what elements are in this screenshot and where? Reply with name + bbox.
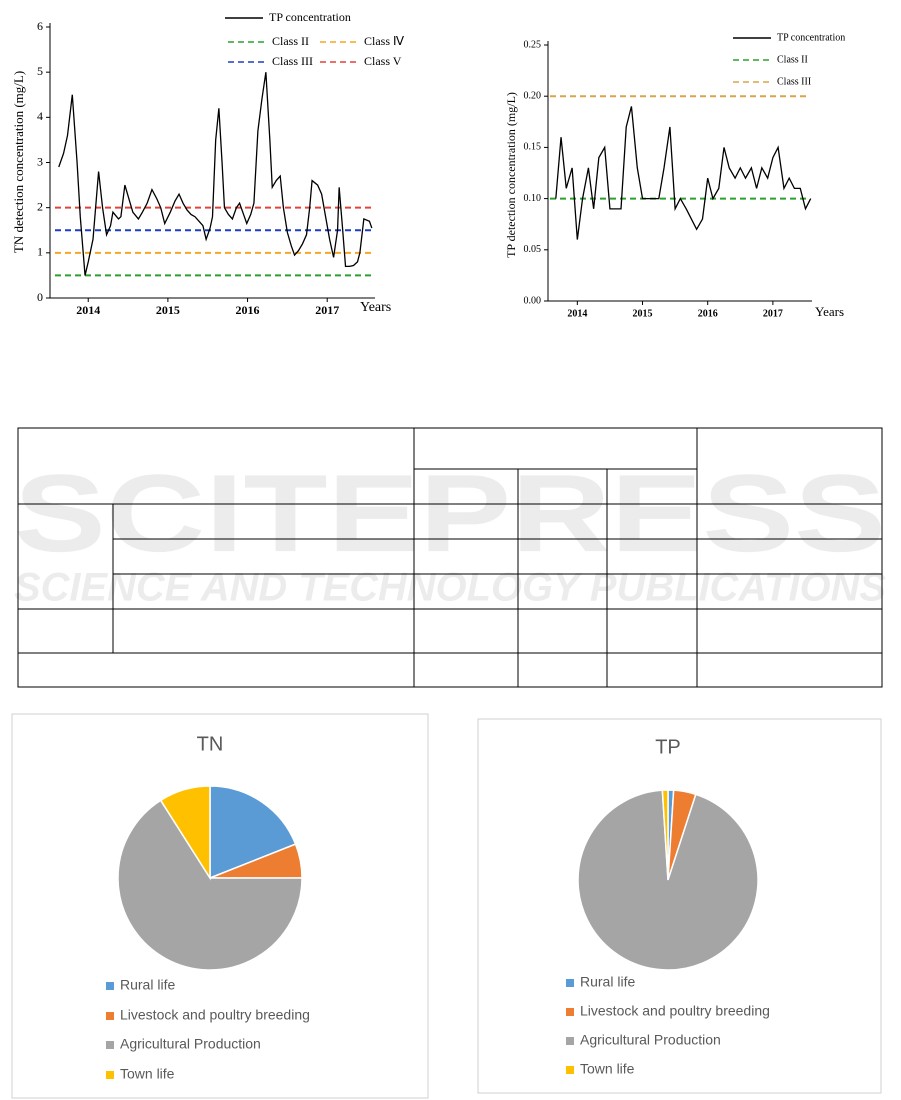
legend-swatch <box>566 1066 574 1074</box>
line-chart: 0.00 0.05 0.10 0.15 0.20 0.25 2014 2015 2016 2017… <box>504 32 845 319</box>
chart-title: TP <box>655 736 681 758</box>
line-chart: 0 1 2 3 4 5 6 2014 2015 2016 2017 TN detection conc… <box>11 10 404 317</box>
legend-label: Rural life <box>580 974 635 990</box>
legend-swatch <box>106 982 114 990</box>
watermark-subtitle: SCIENCE AND TECHNOLOGY PUBLICATIONS <box>14 566 886 610</box>
pie-chart: TN Rural life Livestock and poultry breedi… <box>106 733 310 1082</box>
x-axis-label: Years <box>360 300 391 315</box>
legend-swatch <box>566 979 574 987</box>
legend-label: Agricultural Production <box>580 1032 721 1048</box>
y-tick-label: 5 <box>37 64 43 78</box>
x-tick-label: 2017 <box>763 308 783 319</box>
legend-label: Livestock and poultry breeding <box>120 1007 310 1023</box>
y-axis-label: TP detection concentration (mg/L) <box>504 92 518 258</box>
legend-label: Agricultural Production <box>120 1036 261 1052</box>
legend-label: Town life <box>580 1061 635 1077</box>
x-tick-label: 2016 <box>698 308 718 319</box>
x-tick-label: 2014 <box>76 303 100 317</box>
x-tick-label: 2014 <box>567 308 587 319</box>
pie-slice <box>577 789 759 971</box>
pie-slice <box>209 785 297 880</box>
data-line <box>555 106 812 240</box>
y-tick-label: 4 <box>37 109 43 123</box>
x-tick-label: 2015 <box>156 303 180 317</box>
x-axis-label: Years <box>815 304 844 319</box>
y-axis-label: TN detection concentration (mg/L) <box>11 71 26 253</box>
pie-slice <box>661 789 669 881</box>
table <box>17 427 883 688</box>
x-tick-label: 2015 <box>633 308 653 319</box>
y-tick-label: 2 <box>37 199 43 213</box>
y-tick-label: 0 <box>37 290 43 304</box>
legend-label: Town life <box>120 1066 175 1082</box>
legend-label: TP concentration <box>777 32 845 43</box>
legend-label: Class II <box>272 34 309 48</box>
legend-label: Class Ⅳ <box>364 34 404 48</box>
chart-title: TN <box>197 733 224 755</box>
legend-swatch <box>106 1012 114 1020</box>
legend-swatch <box>106 1041 114 1049</box>
y-tick-label: 0.15 <box>524 142 542 153</box>
x-tick-label: 2016 <box>236 303 260 317</box>
legend-label: Class II <box>777 54 808 65</box>
legend-swatch <box>566 1037 574 1045</box>
data-line <box>58 72 373 276</box>
x-tick-label: 2017 <box>315 303 339 317</box>
legend-label: Livestock and poultry breeding <box>580 1003 770 1019</box>
y-tick-label: 1 <box>37 245 43 259</box>
y-tick-label: 0.05 <box>524 244 542 255</box>
legend-label: TP concentration <box>269 10 351 24</box>
y-tick-label: 0.10 <box>524 193 542 204</box>
legend-label: Rural life <box>120 977 175 993</box>
legend-label: Class III <box>272 54 313 68</box>
legend-swatch <box>106 1071 114 1079</box>
legend-label: Class V <box>364 54 402 68</box>
watermark-title: SCITEPRESS <box>14 452 886 575</box>
pie-chart: TP Rural life Livestock and poultry breedi… <box>566 736 770 1077</box>
y-tick-label: 6 <box>37 19 43 33</box>
y-tick-label: 0.20 <box>524 90 542 101</box>
y-tick-label: 3 <box>37 154 43 168</box>
legend-label: Class III <box>777 76 811 87</box>
pie-slice <box>159 785 211 881</box>
table-border <box>17 427 883 688</box>
legend-swatch <box>566 1008 574 1016</box>
y-tick-label: 0.25 <box>524 39 542 50</box>
pie-slice <box>117 799 303 971</box>
y-tick-label: 0.00 <box>524 295 542 306</box>
